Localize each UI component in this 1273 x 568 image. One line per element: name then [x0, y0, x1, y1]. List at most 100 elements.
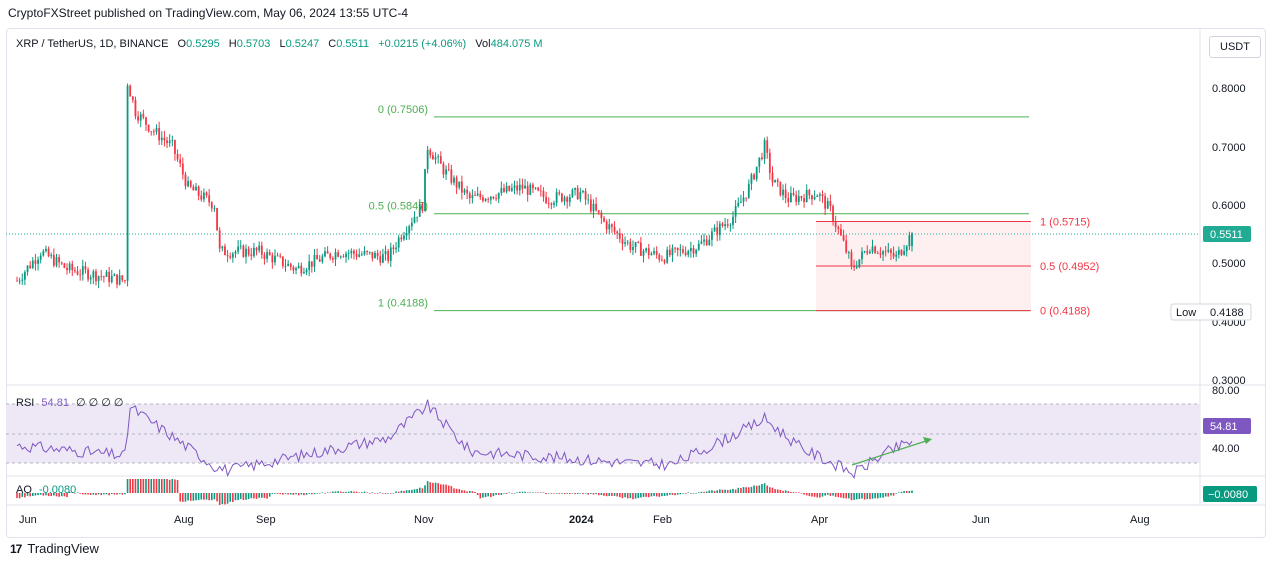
- chart-frame: [6, 28, 1266, 538]
- ao-bar: [303, 493, 305, 496]
- ao-bar: [611, 493, 613, 497]
- ao-bar: [382, 493, 384, 494]
- footer-brand[interactable]: TradingView: [27, 541, 99, 556]
- ao-bar: [397, 491, 400, 493]
- ao-bar: [411, 489, 413, 493]
- ao-bar: [537, 492, 540, 493]
- currency-button[interactable]: USDT: [1209, 36, 1261, 58]
- candle-body: [337, 252, 340, 257]
- ao-bar: [45, 493, 47, 496]
- time-tick: Sep: [256, 514, 276, 526]
- candle-body: [229, 256, 232, 258]
- candle-body: [300, 265, 303, 274]
- ao-bar: [355, 491, 358, 493]
- fib-green-levels[interactable]: 0 (0.7506) 0.5 (0.5847) 1 (0.4188): [369, 104, 1029, 312]
- rsi-label: RSI: [16, 397, 34, 409]
- ao-bar: [350, 491, 353, 493]
- ao-bar: [176, 480, 179, 493]
- candles[interactable]: [16, 83, 913, 289]
- candle-body: [539, 190, 542, 192]
- candle-body: [168, 140, 171, 144]
- candle-body: [705, 239, 708, 246]
- ao-bar: [361, 492, 363, 493]
- candle-body: [589, 199, 592, 212]
- candle-body: [792, 193, 795, 195]
- ao-bar: [621, 493, 624, 499]
- ao-bar: [671, 493, 674, 495]
- tradingview-logo-icon[interactable]: 17: [10, 541, 22, 556]
- candle-body: [821, 194, 824, 197]
- candle-body: [439, 156, 442, 164]
- price-tick: 0.8000: [1212, 83, 1246, 95]
- ao-bar: [82, 493, 84, 495]
- ao-bar: [905, 490, 908, 493]
- ao-bar: [195, 493, 197, 501]
- ao-bar: [379, 492, 382, 493]
- candle-body: [674, 247, 676, 249]
- ao-bar: [53, 493, 55, 496]
- ao-bar: [276, 493, 279, 494]
- candle-body: [403, 235, 405, 240]
- ao-bar: [345, 491, 347, 493]
- legend-close-label: C: [328, 38, 336, 50]
- ao-bar: [429, 482, 432, 493]
- ao-bar: [576, 493, 579, 495]
- ao-bar: [182, 493, 184, 502]
- candle-body: [840, 228, 842, 236]
- fib-red-levels[interactable]: 1 (0.5715) 0.5 (0.4952) 0 (0.4188): [816, 216, 1099, 318]
- fib-red-label: 1 (0.5715): [1040, 216, 1090, 228]
- ao-bar: [463, 490, 466, 493]
- candle-body: [218, 230, 221, 249]
- candle-body: [181, 163, 184, 175]
- candle-body: [571, 189, 574, 197]
- ao-bar: [545, 493, 547, 495]
- candle-body: [608, 224, 611, 230]
- candle-body: [358, 254, 361, 257]
- ao-bar: [95, 493, 97, 496]
- candle-body: [118, 275, 121, 285]
- ao-bar: [108, 493, 110, 496]
- ao-bar: [34, 493, 37, 496]
- candle-body: [239, 245, 242, 247]
- ao-bar: [624, 493, 626, 498]
- candle-body: [426, 149, 429, 170]
- ao-bar: [300, 493, 303, 495]
- ao-bar: [358, 492, 361, 493]
- legend-close: 0.5511: [336, 38, 369, 50]
- ao-bar: [58, 493, 60, 497]
- candle-body: [613, 226, 616, 232]
- candle-body: [637, 242, 640, 243]
- ao-bar: [811, 493, 813, 497]
- candle-body: [595, 203, 598, 211]
- rsi-line: [16, 399, 913, 480]
- ao-bar: [661, 493, 663, 497]
- ao-bar: [861, 493, 863, 499]
- ao-bar: [840, 493, 842, 498]
- ao-bar: [258, 493, 260, 498]
- ao-bar: [437, 483, 439, 493]
- candle-body: [434, 157, 437, 160]
- ao-bar: [353, 491, 355, 493]
- candle-body: [303, 272, 305, 274]
- candle-body: [834, 221, 837, 228]
- ao-bar: [282, 493, 284, 495]
- legend-vol-label: Vol: [475, 38, 490, 50]
- ao-bar: [490, 493, 492, 498]
- candle-body: [887, 249, 890, 252]
- legend-symbol: XRP / TetherUS, 1D, BINANCE: [16, 38, 168, 50]
- ao-bar: [447, 485, 450, 493]
- ao-bar: [316, 493, 318, 494]
- ao-bar: [608, 493, 611, 496]
- price-axis: 0.8000 0.7000 0.6000 0.5000 0.4000 0.300…: [1212, 83, 1246, 387]
- ao-bar: [798, 492, 800, 493]
- ao-bar: [655, 493, 658, 497]
- ao-bar: [645, 493, 647, 497]
- ao-bar: [432, 482, 434, 493]
- ao-bar: [690, 493, 692, 494]
- candle-body: [458, 181, 461, 188]
- candle-body: [603, 218, 605, 222]
- candle-body: [532, 184, 534, 189]
- candle-body: [416, 216, 419, 218]
- ao-bar: [139, 479, 142, 493]
